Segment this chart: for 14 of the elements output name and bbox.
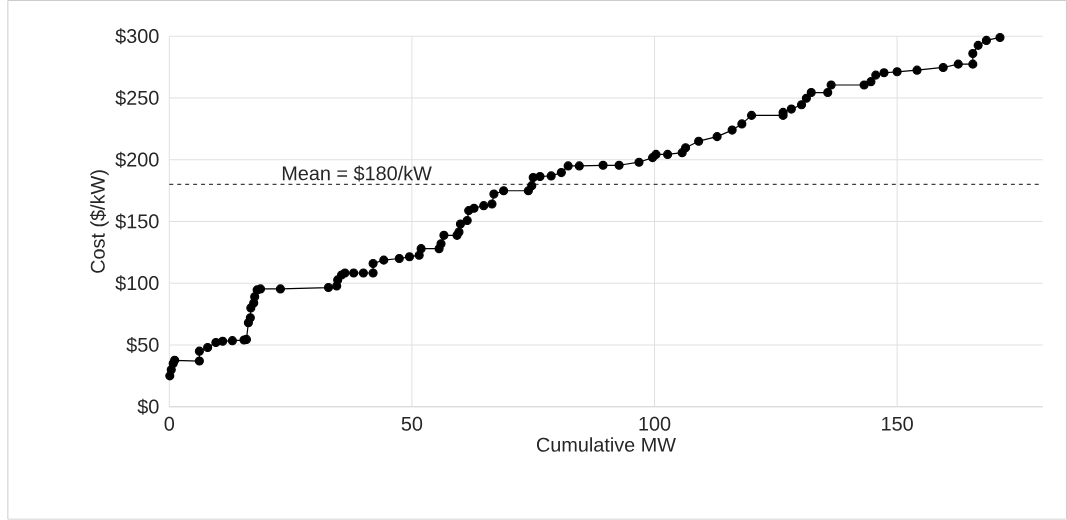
- x-tick-label: 150: [882, 416, 913, 431]
- y-tick-label: $250: [115, 90, 159, 107]
- y-tick-label: $150: [115, 213, 159, 230]
- x-tick-label: 100: [639, 416, 671, 431]
- y-tick-label: $200: [115, 151, 159, 168]
- y-axis-title: Cost ($/kW): [89, 170, 109, 273]
- x-axis-title: Cumulative MW: [536, 437, 676, 452]
- y-tick-label: $0: [137, 398, 159, 415]
- x-tick-label: 50: [401, 416, 423, 431]
- x-tick-label: 0: [164, 416, 175, 431]
- y-tick-label: $300: [115, 28, 159, 45]
- y-tick-label: $50: [126, 337, 159, 354]
- ref-line-label: Mean = $180/kW: [282, 165, 432, 182]
- y-tick-label: $100: [115, 275, 159, 292]
